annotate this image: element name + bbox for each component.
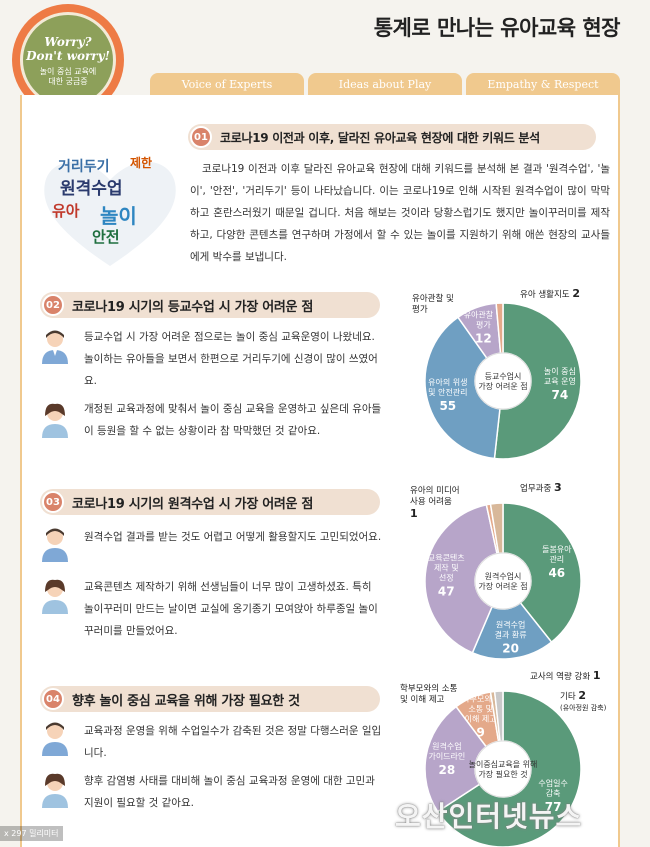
section2-header: 02 코로나19 시기의 등교수업 시 가장 어려운 점 [40, 292, 380, 318]
slice-label-0: 놀이 중심 [544, 366, 576, 376]
slice-label-2: 제작 및 [434, 563, 459, 573]
slice-label-3: 소통 및 [468, 704, 493, 714]
cloud-word-1: 거리두기 [58, 159, 110, 175]
cloud-word-2: 원격수업 [60, 179, 123, 199]
page-title: 통계로 만나는 유아교육 현장 [373, 16, 621, 40]
section3-title: 코로나19 시기의 원격수업 시 가장 어려운 점 [72, 496, 314, 512]
slice-label-2: 가이드라인 [428, 751, 465, 761]
chart2-label-teacher: 교사의 역량 강화 1 [530, 669, 601, 682]
teacher-avatar-icon [42, 528, 68, 562]
donut-center-text: 놀이중심교육을 위해 [469, 759, 538, 769]
donut-center-text: 등교수업시 [485, 372, 522, 381]
slice-label-0: 돌봄유아 [542, 544, 572, 554]
chart0-label-guidance: 유아 생활지도 2 [520, 287, 580, 300]
section2-quote-2: 개정된 교육과정에 맞춰서 놀이 중심 교육을 운영하고 싶은데 유아들이 등원… [84, 403, 382, 437]
chart-future-needs: 수업일수 감축 77 원격수업 가이드라인 28 학부모와의 소통 및 이해 제고 9 놀이중심교육… [418, 684, 588, 847]
section4-number: 04 [42, 688, 64, 710]
slice-label-1: 결과 환류 [495, 629, 527, 639]
slice-label-1: 원격수업 [496, 619, 525, 629]
heart-shape [44, 161, 176, 266]
teacher-avatar-icon [42, 330, 68, 364]
slice-value-2: 47 [438, 585, 455, 599]
watermark: 오산인터넷뉴스 [395, 800, 583, 833]
slice-label-0: 수업일수 [538, 779, 567, 788]
tab-empathy-respect[interactable]: Empathy & Respect [466, 73, 620, 95]
slice-label-1: 및 안전관리 [428, 387, 467, 397]
slice-label-3: 이해 제고 [465, 714, 497, 724]
slice-value-0: 74 [552, 388, 569, 402]
donut-center-text: 가장 필요한 것 [478, 769, 527, 779]
slice-label-2: 교육콘텐츠 [428, 553, 465, 563]
slice-label-2: 선정 [439, 573, 454, 583]
section1-title: 코로나19 이전과 이후, 달라진 유아교육 현장에 대한 키워드 분석 [220, 130, 540, 145]
keyword-heart-cloud: 거리두기 원격수업 유아 놀이 안전 제한 [40, 148, 180, 268]
teacher-avatar-icon [42, 722, 68, 756]
chart0-label-observation: 유아관찰 및 평가 [412, 294, 454, 315]
section4-quote-2: 향후 감염병 사태를 대비해 놀이 중심 교육과정 운영에 대한 고민과 지원이… [84, 775, 375, 809]
chart1-label-workload: 업무과중 3 [520, 481, 562, 494]
donut-svg: 놀이 중심교육 운영 74 유아의 위생및 안전관리 55 유아관찰 및평가 12 등교수업… [424, 302, 582, 460]
cloud-word-5: 안전 [92, 228, 120, 246]
slice-label-2: 원격수업 [432, 741, 461, 751]
section3-number: 03 [42, 491, 64, 513]
slice-label-0: 관리 [549, 554, 564, 564]
slice-label-2: 유아관찰 및 [464, 309, 503, 319]
donut-center [474, 740, 532, 798]
donut-center-text: 가장 어려운 점 [478, 581, 527, 591]
section2-title: 코로나19 시기의 등교수업 시 가장 어려운 점 [72, 299, 314, 315]
badge-sub1: 놀이 중심 교육에 [39, 67, 97, 76]
section4-title: 향후 놀이 중심 교육을 위해 가장 필요한 것 [72, 693, 300, 709]
section2-quote-1: 등교수업 시 가장 어려운 점으로는 놀이 중심 교육운영이 나왔네요. 놀이하… [84, 331, 378, 387]
slice-value-2: 28 [439, 763, 456, 777]
section3-header: 03 코로나19 시기의 원격수업 시 가장 어려운 점 [40, 489, 380, 515]
chart2-label-parents: 학부모와의 소통 및 이해 제고 [400, 684, 458, 705]
chart1-label-media: 유아의 미디어 사용 어려움 1 [410, 486, 460, 520]
slice-value-1: 55 [439, 399, 456, 413]
donut-center [474, 552, 532, 610]
section2-number: 02 [42, 294, 64, 316]
badge-sub2: 대한 궁금증 [48, 77, 88, 86]
cloud-word-6: 제한 [130, 156, 153, 170]
section1-header: 01 코로나19 이전과 이후, 달라진 유아교육 현장에 대한 키워드 분석 [188, 124, 596, 150]
tab-ideas-about-play[interactable]: Ideas about Play [308, 73, 462, 95]
badge-inner-circle: Worry? Don't worry! 놀이 중심 교육에 대한 궁금증 [20, 12, 116, 108]
cloud-word-3: 유아 [52, 202, 80, 220]
slice-value-1: 20 [502, 641, 519, 655]
section1-body: 코로나19 이전과 이후 달라진 유아교육 현장에 대해 키워드를 분석해 본 … [190, 163, 610, 263]
section3-quote-1: 원격수업 결과를 받는 것도 어렵고 어떻게 활용할지도 고민되었어요. [84, 531, 382, 543]
slice-value-0: 46 [548, 566, 565, 580]
section4-header: 04 향후 놀이 중심 교육을 위해 가장 필요한 것 [40, 686, 380, 712]
slice-label-0: 교육 운영 [544, 376, 576, 386]
badge-line1: Worry? [44, 35, 92, 49]
donut-center-text: 가장 어려운 점 [478, 381, 527, 391]
section-tabs: Voice of Experts Ideas about Play Empath… [150, 73, 620, 95]
teacher-avatar-icon [42, 773, 68, 808]
slice-label-2: 평가 [476, 319, 491, 329]
slice-value-2: 12 [475, 331, 492, 345]
scale-readout: x 297 밀리미터 [0, 826, 63, 841]
slice-label-0: 감축 [546, 788, 561, 798]
slice-label-3: 학부모와의 [462, 694, 499, 704]
chart2-label-other: 기타 2 (유아정원 감축) [560, 689, 607, 712]
slice-value-3: 9 [476, 726, 484, 740]
section1-number: 01 [190, 126, 212, 148]
donut-center [474, 352, 532, 410]
chart-school-difficulties: 놀이 중심 교육 운영 74 유아의 위생 및 안전관리 55 유아관찰 및 평가 12 등교수업… [418, 296, 588, 466]
section4-quote-1: 교육과정 운영을 위해 수업일수가 감축된 것은 정말 다행스러운 일입니다. [84, 725, 382, 759]
cloud-word-4: 놀이 [100, 204, 137, 228]
section3-quote-2: 교육콘텐츠 제작하기 위해 선생님들이 너무 많이 고생하셨죠. 특히 놀이꾸러… [84, 581, 378, 637]
chart-remote-difficulties: 돌봄유아 관리 46 원격수업 결과 환류 20 교육콘텐츠 제작 및 선정 47 원격수업시 가장 … [418, 496, 588, 666]
slice-value-0: 77 [545, 800, 562, 814]
donut-center-text: 원격수업시 [485, 571, 522, 581]
teacher-avatar-icon [42, 403, 68, 438]
tab-voice-of-experts[interactable]: Voice of Experts [150, 73, 304, 95]
badge-line2: Don't worry! [26, 49, 110, 63]
teacher-avatar-icon [42, 579, 68, 614]
slice-label-1: 유아의 위생 [428, 377, 467, 387]
